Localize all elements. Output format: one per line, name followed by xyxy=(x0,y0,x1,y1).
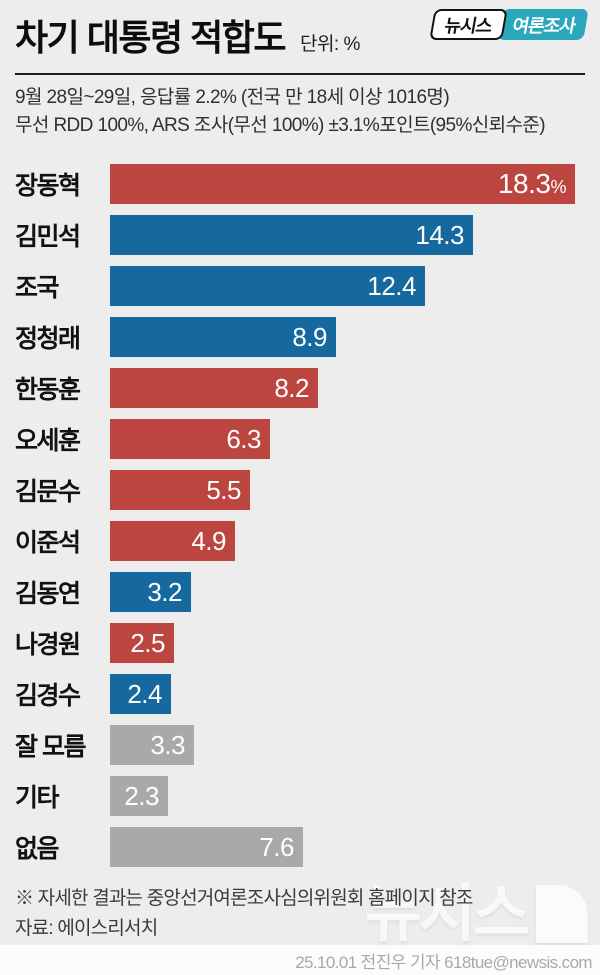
bar: 8.9 xyxy=(110,317,336,357)
title-row: 차기 대통령 적합도 단위: % xyxy=(15,18,586,58)
value-label: 2.4 xyxy=(127,678,162,709)
chart-row: 정청래 8.9 xyxy=(15,317,586,357)
candidate-label: 이준석 xyxy=(15,529,81,557)
value-label: 12.4 xyxy=(367,270,416,301)
candidate-label: 없음 xyxy=(15,835,60,863)
bar: 3.2 xyxy=(110,572,191,612)
chart-row: 김민석 14.3 xyxy=(15,215,586,255)
chart-row: 김동연 3.2 xyxy=(15,572,586,612)
footer-strip: 25.10.01 전진우 기자 618tue@newsis.com xyxy=(0,945,600,975)
bar: 3.3 xyxy=(110,725,194,765)
value-label: 4.9 xyxy=(191,525,226,556)
header: 차기 대통령 적합도 단위: % 뉴시스 여론조사 xyxy=(0,0,600,58)
value-label: 7.6 xyxy=(259,831,294,862)
candidate-label: 김문수 xyxy=(15,478,81,506)
bar: 4.9 xyxy=(110,521,235,561)
bar: 8.2 xyxy=(110,368,318,408)
candidate-label: 장동혁 xyxy=(15,172,81,200)
chart-row: 기타 2.3 xyxy=(15,776,586,816)
chart-row: 한동훈 8.2 xyxy=(15,368,586,408)
value-label: 14.3 xyxy=(415,219,464,250)
bar: 2.5 xyxy=(110,623,174,663)
chart-row: 없음 7.6 xyxy=(15,827,586,867)
reporter-credit: 25.10.01 전진우 기자 618tue@newsis.com xyxy=(295,952,592,972)
candidate-label: 한동훈 xyxy=(15,376,81,404)
bar: 2.3 xyxy=(110,776,168,816)
source-note: 자료: 에이스리서치 xyxy=(15,918,158,939)
survey-info-line1: 9월 28일~29일, 응답률 2.2% (전국 만 18세 이상 1016명) xyxy=(15,87,450,108)
bar: 14.3 xyxy=(110,215,473,255)
value-label: 8.9 xyxy=(292,321,327,352)
chart-row: 이준석 4.9 xyxy=(15,521,586,561)
bar: 7.6 xyxy=(110,827,303,867)
candidate-label: 김경수 xyxy=(15,682,81,710)
detail-note: ※ 자세한 결과는 중앙선거여론조사심의위원회 홈페이지 참조 xyxy=(15,888,473,909)
survey-info-line2: 무선 RDD 100%, ARS 조사(무선 100%) ±3.1%포인트(95… xyxy=(15,115,546,136)
value-label: 3.3 xyxy=(150,729,185,760)
value-label: 5.5 xyxy=(206,474,241,505)
footnotes: ※ 자세한 결과는 중앙선거여론조사심의위원회 홈페이지 참조 자료: 에이스리… xyxy=(15,884,585,944)
value-label: 3.2 xyxy=(147,576,182,607)
candidate-label: 조국 xyxy=(15,274,60,302)
chart-row: 김경수 2.4 xyxy=(15,674,586,714)
chart-row: 오세훈 6.3 xyxy=(15,419,586,459)
chart-row: 조국 12.4 xyxy=(15,266,586,306)
candidate-label: 오세훈 xyxy=(15,427,81,455)
candidate-label: 김민석 xyxy=(15,223,81,251)
value-label: 2.3 xyxy=(124,780,159,811)
unit-label: 단위: % xyxy=(299,34,360,55)
value-label: 2.5 xyxy=(130,627,165,658)
bar: 5.5 xyxy=(110,470,250,510)
bar: 18.3% xyxy=(110,164,575,204)
candidate-label: 정청래 xyxy=(15,325,81,353)
badge-brand: 뉴시스 xyxy=(429,9,508,40)
badge-poll-label: 여론조사 xyxy=(497,9,589,40)
percent-sign: % xyxy=(550,177,566,197)
chart-row: 나경원 2.5 xyxy=(15,623,586,663)
newsis-poll-badge: 뉴시스 여론조사 xyxy=(429,9,589,40)
candidate-label: 나경원 xyxy=(15,631,81,659)
chart-row: 장동혁 18.3% xyxy=(15,164,586,204)
bar: 12.4 xyxy=(110,266,425,306)
chart-row: 김문수 5.5 xyxy=(15,470,586,510)
bar-chart: 장동혁 18.3% 김민석 14.3 조국 12.4 정청래 8.9 한동훈 8.2 오세훈 6.3 김… xyxy=(15,164,586,867)
candidate-label: 기타 xyxy=(15,784,60,812)
value-label: 6.3 xyxy=(226,423,261,454)
chart-row: 잘 모름 3.3 xyxy=(15,725,586,765)
value-label: 18.3% xyxy=(497,168,567,199)
page-title: 차기 대통령 적합도 xyxy=(15,17,286,58)
bar: 6.3 xyxy=(110,419,270,459)
candidate-label: 김동연 xyxy=(15,580,81,608)
survey-info: 9월 28일~29일, 응답률 2.2% (전국 만 18세 이상 1016명)… xyxy=(15,84,585,140)
value-label: 8.2 xyxy=(274,372,309,403)
bar: 2.4 xyxy=(110,674,171,714)
header-divider xyxy=(15,73,585,75)
candidate-label: 잘 모름 xyxy=(15,733,86,761)
